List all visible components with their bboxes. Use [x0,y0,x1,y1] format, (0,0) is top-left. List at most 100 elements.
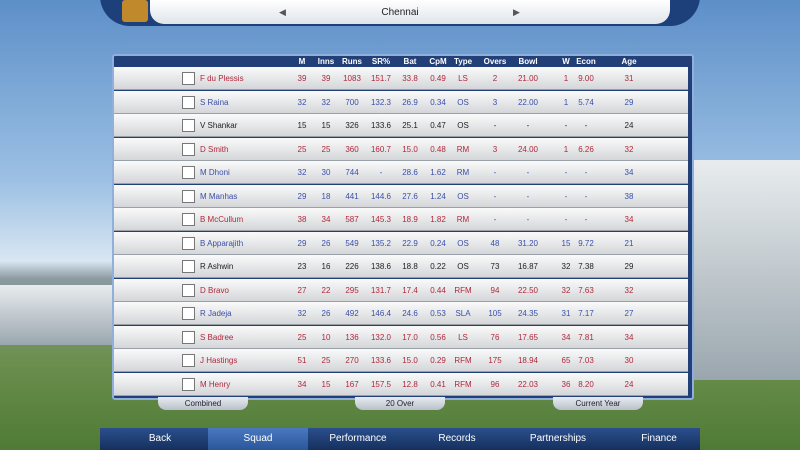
player-name: D Bravo [200,285,229,295]
player-icon [182,354,195,367]
player-stat: 34 [561,332,571,342]
player-stat: 7.38 [578,262,594,271]
player-row[interactable]: M Henry 34 15 167 157.5 12.8 0.41 RFM 96 22.03 36 8… [114,372,688,396]
column-header: Inns [317,57,335,66]
player-stat: 21 [624,238,634,248]
player-stat: - [584,121,588,130]
player-stat: 18.94 [517,356,539,365]
player-stat: 5.74 [578,97,594,107]
column-header: Age [621,57,637,66]
player-stat: OS [457,121,469,130]
player-stat: RFM [454,356,472,365]
player-stat: 32 [297,97,307,107]
player-stat: 0.47 [430,121,446,130]
player-icon [182,142,195,156]
player-icon [182,72,195,85]
player-stat: 6.26 [578,144,594,154]
player-stat: 15.0 [402,356,418,365]
player-stat: 30 [624,356,634,365]
player-stat: 25 [297,144,307,154]
player-row[interactable]: B McCullum 38 34 587 145.3 18.9 1.82 RM - - - - 34 [114,208,688,231]
filter-tab[interactable]: 20 Over [355,397,445,410]
player-icon [182,260,195,273]
player-stat: 226 [345,262,359,271]
player-icon [182,236,195,250]
player-stat: 1 [563,97,569,107]
next-arrow[interactable]: ▶ [513,7,520,17]
player-row[interactable]: M Dhoni 32 30 744 - 28.6 1.62 RM - - - - 34 [114,161,688,184]
player-row[interactable]: B Apparajith 29 26 549 135.2 22.9 0.24 OS 48 31.2… [114,231,688,255]
player-stat: 25 [297,332,307,342]
player-row[interactable]: D Smith 25 25 360 160.7 15.0 0.48 RM 3 24.00 1 6.26… [114,137,688,161]
player-stat: 76 [490,332,500,342]
player-row[interactable]: F du Plessis 39 39 1083 151.7 33.8 0.49 LS 2 21.0… [114,67,688,90]
player-stat: 1.82 [430,215,446,224]
player-stat: 8.20 [578,379,594,389]
player-row[interactable]: M Manhas 29 18 441 144.6 27.6 1.24 OS - - - - 38 [114,184,688,208]
nav-button[interactable]: Performance [329,433,387,444]
player-stat: 16 [321,262,331,271]
player-name: M Dhoni [200,168,230,177]
player-row[interactable]: D Bravo 27 22 295 131.7 17.4 0.44 RFM 94 22.50 32 7… [114,278,688,302]
column-header: CpM [429,57,447,66]
nav-button[interactable]: Partnerships [529,433,587,444]
player-stat: 27.6 [402,191,418,201]
player-stat: 24 [624,121,634,130]
player-stat: OS [457,97,469,107]
nav-button[interactable]: Squad [208,428,308,450]
player-row[interactable]: S Raina 32 32 700 132.3 26.9 0.34 OS 3 22.00 1 5.74… [114,90,688,114]
player-stat: 34 [624,215,634,224]
filter-tab[interactable]: Combined [158,397,248,410]
player-stat: 29 [624,97,634,107]
player-stat: RM [456,168,470,177]
player-stat: 9.72 [578,238,594,248]
player-stat: 0.48 [430,144,446,154]
player-stat: 0.34 [430,97,446,107]
column-header: W [562,57,570,66]
player-stat: 29 [297,191,307,201]
player-stat: 144.6 [370,191,392,201]
player-icon [182,189,195,203]
player-row[interactable]: V Shankar 15 15 326 133.6 25.1 0.47 OS - - - - 24 [114,114,688,137]
player-stat: 32 [297,168,307,177]
nav-button[interactable]: Records [438,433,476,444]
player-name: S Badree [200,332,234,342]
player-stat: 25.1 [402,121,418,130]
player-stat: 18.9 [402,215,418,224]
player-stat: 17.4 [402,285,418,295]
player-stat: 700 [345,97,359,107]
player-stat: 0.22 [430,262,446,271]
player-row[interactable]: J Hastings 51 25 270 133.6 15.0 0.29 RFM 175 18.9… [114,349,688,372]
player-stat: 441 [345,191,359,201]
column-header: Type [453,57,473,66]
column-header: Bowl [518,57,538,66]
column-header: Bat [403,57,417,66]
player-stat: - [526,121,530,130]
player-stat: 16.87 [517,262,539,271]
player-row[interactable]: R Ashwin 23 16 226 138.6 18.8 0.22 OS 73 16.87 32 7… [114,255,688,278]
player-row[interactable]: S Badree 25 10 136 132.0 17.0 0.56 LS 76 17.65 34 7… [114,325,688,349]
player-stat: 25 [321,356,331,365]
column-header: Overs [483,57,507,66]
player-stat: 32 [561,262,571,271]
nav-button[interactable]: Back [148,433,172,444]
player-stat: 22 [321,285,331,295]
player-stat: 27 [624,309,634,318]
nav-button[interactable]: Finance [641,433,677,444]
player-stat: 23 [297,262,307,271]
team-selector[interactable] [150,0,670,24]
player-stat: 9.00 [578,74,594,83]
player-stat: 34 [624,168,634,177]
player-row[interactable]: R Jadeja 32 26 492 146.4 24.6 0.53 SLA 105 24.35 3… [114,302,688,325]
player-stat: 160.7 [370,144,392,154]
player-name: J Hastings [200,356,238,365]
player-stat: 492 [345,309,359,318]
column-header: Econ [576,57,596,66]
filter-tab[interactable]: Current Year [553,397,643,410]
player-stat: - [526,215,530,224]
player-stat: 146.4 [370,309,392,318]
player-stat: 24 [624,379,634,389]
player-name: D Smith [200,144,229,154]
player-stat: 22.03 [517,379,539,389]
prev-arrow[interactable]: ◀ [279,7,286,17]
